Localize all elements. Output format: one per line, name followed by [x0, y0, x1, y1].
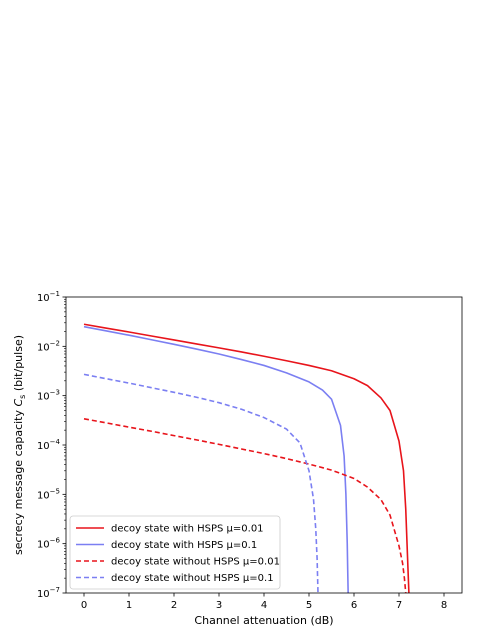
- x-tick-label: 5: [306, 600, 312, 611]
- y-tick-label: 10−2: [37, 339, 60, 353]
- x-tick-label: 4: [261, 600, 267, 611]
- y-tick-label: 10−1: [37, 290, 60, 304]
- y-axis-label-symbol: C: [12, 398, 25, 406]
- series-line-4: [83, 373, 319, 593]
- x-tick-label: 0: [81, 600, 87, 611]
- x-axis-label: Channel attenuation (dB): [194, 614, 333, 627]
- y-tick-label: 10−4: [37, 438, 61, 452]
- series-line-1: [83, 323, 410, 593]
- y-axis-label: secrecy message capacity Cs (bit/pulse): [12, 335, 27, 555]
- legend-box: [69, 515, 281, 590]
- y-axis-label-suffix: (bit/pulse): [12, 335, 25, 395]
- series-line-3: [83, 417, 407, 593]
- legend: decoy state with HSPS μ=0.01 decoy state …: [69, 515, 281, 590]
- x-tick-label: 6: [351, 600, 357, 611]
- x-tick-label: 1: [126, 600, 132, 611]
- y-tick-label: 10−6: [37, 537, 61, 551]
- x-tick-label: 7: [396, 600, 402, 611]
- legend-label-4: decoy state without HSPS μ=0.1: [111, 573, 274, 584]
- y-tick-label: 10−3: [37, 389, 60, 403]
- x-tick-label: 8: [441, 600, 447, 611]
- x-tick-label: 2: [171, 600, 177, 611]
- series-line-2: [83, 325, 349, 593]
- y-axis-label-prefix: secrecy message capacity: [12, 406, 25, 555]
- legend-label-1: decoy state with HSPS μ=0.01: [111, 524, 264, 535]
- legend-label-3: decoy state without HSPS μ=0.01: [111, 557, 280, 568]
- legend-label-2: decoy state with HSPS μ=0.1: [111, 540, 257, 551]
- x-tick-label: 3: [216, 600, 222, 611]
- series-layer: [83, 323, 410, 593]
- y-axis-label-subscript: s: [18, 395, 27, 399]
- x-axis: 0 1 2 3 4 5 6 7 8: [81, 593, 447, 611]
- y-axis: 10−1 10−2 10−3 10−4 10−5 10−6 10−7: [37, 290, 66, 600]
- y-tick-label: 10−7: [37, 586, 60, 600]
- y-tick-label: 10−5: [37, 487, 60, 501]
